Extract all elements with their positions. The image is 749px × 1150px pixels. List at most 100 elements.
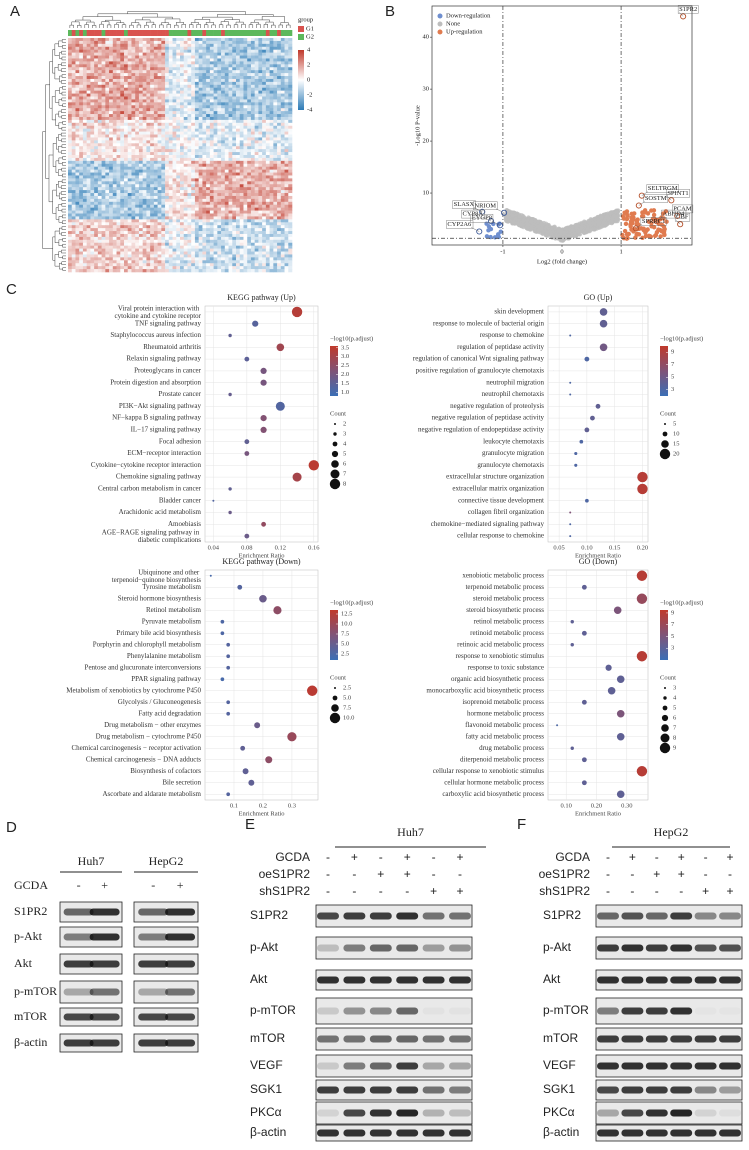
heatmap-cell (86, 58, 91, 62)
heatmap-cell (213, 140, 218, 144)
heatmap-cell (232, 143, 237, 147)
heatmap-cell (217, 122, 222, 127)
heatmap-cell (280, 222, 285, 226)
heatmap-cell (94, 143, 99, 147)
heatmap-cell (243, 84, 248, 89)
heatmap-cell (288, 263, 293, 267)
heatmap-cell (120, 131, 125, 135)
heatmap-cell (243, 64, 248, 68)
heatmap-cell (135, 78, 140, 83)
heatmap-cell (86, 46, 91, 50)
heatmap-cell (277, 116, 282, 121)
heatmap-cell (146, 90, 151, 94)
heatmap-cell (97, 76, 102, 80)
heatmap-cell (236, 198, 241, 203)
heatmap-cell (273, 76, 278, 80)
heatmap-cell (191, 248, 196, 252)
heatmap-cell (161, 163, 166, 167)
heatmap-cell (183, 93, 188, 97)
heatmap-cell (232, 105, 237, 109)
heatmap-cell (157, 134, 162, 138)
heatmap-cell (254, 84, 259, 89)
heatmap-cell (265, 175, 270, 179)
heatmap-cell (224, 207, 229, 211)
heatmap-cell (165, 146, 170, 150)
heatmap-cell (273, 99, 278, 103)
heatmap-cell (97, 43, 102, 48)
heatmap-cell (138, 122, 143, 127)
heatmap-cell (224, 198, 229, 203)
heatmap-cell (157, 172, 162, 176)
heatmap-cell (101, 254, 106, 258)
heatmap-cell (213, 219, 218, 223)
heatmap-cell (180, 105, 185, 109)
heatmap-cell (262, 96, 267, 100)
heatmap-cell (224, 38, 229, 42)
heatmap-cell (243, 122, 248, 127)
heatmap-cell (187, 64, 192, 68)
heatmap-cell (150, 87, 155, 91)
dendrogram-link (61, 232, 66, 236)
heatmap-cell (262, 210, 267, 214)
heatmap-cell (187, 87, 192, 91)
heatmap-cell (273, 222, 278, 226)
heatmap-cell (191, 137, 196, 141)
heatmap-cell (82, 55, 87, 59)
heatmap-cell (217, 90, 222, 94)
heatmap-cell (180, 114, 185, 118)
heatmap-cell (194, 67, 199, 71)
heatmap-cell (284, 64, 289, 68)
heatmap-cell (71, 198, 76, 203)
heatmap-cell (273, 166, 278, 170)
heatmap-cell (71, 157, 76, 162)
heatmap-cell (221, 49, 226, 53)
dendrogram-link (190, 22, 199, 25)
heatmap-cell (198, 140, 203, 144)
heatmap-cell (228, 52, 233, 56)
heatmap-cell (150, 125, 155, 129)
heatmap-cell (131, 190, 136, 194)
heatmap-cell (273, 81, 278, 86)
heatmap-cell (183, 122, 188, 127)
heatmap-cell (198, 73, 203, 77)
heatmap-cell (161, 93, 166, 97)
heatmap-cell (191, 84, 196, 89)
heatmap-cell (236, 96, 241, 100)
heatmap-cell (239, 245, 244, 249)
heatmap-cell (202, 198, 207, 203)
heatmap-cell (228, 195, 233, 200)
heatmap-cell (254, 128, 259, 132)
heatmap-cell (71, 137, 76, 141)
heatmap-cell (116, 207, 121, 211)
heatmap-cell (176, 201, 181, 206)
heatmap-cell (135, 119, 140, 124)
heatmap-cell (187, 260, 192, 264)
heatmap-cell (198, 134, 203, 138)
heatmap-cell (161, 239, 166, 244)
heatmap-cell (112, 169, 117, 173)
heatmap-cell (269, 93, 274, 97)
heatmap-cell (250, 105, 255, 109)
group-bar-cell (101, 30, 106, 36)
group-bar-cell (262, 30, 267, 36)
heatmap-cell (206, 213, 211, 217)
heatmap-cell (191, 187, 196, 191)
heatmap-cell (265, 99, 270, 103)
heatmap-cell (71, 160, 76, 165)
heatmap-cell (94, 190, 99, 194)
heatmap-cell (183, 73, 188, 77)
heatmap-cell (120, 96, 125, 100)
heatmap-cell (94, 76, 99, 80)
heatmap-cell (209, 84, 214, 89)
heatmap-cell (138, 245, 143, 249)
heatmap-cell (109, 269, 114, 273)
heatmap-cell (75, 102, 80, 106)
heatmap-cell (124, 169, 129, 173)
heatmap-cell (94, 266, 99, 270)
heatmap-cell (131, 43, 136, 48)
heatmap-cell (116, 58, 121, 62)
heatmap-cell (116, 166, 121, 170)
heatmap-cell (202, 61, 207, 65)
heatmap-cell (277, 108, 282, 112)
heatmap-cell (221, 99, 226, 103)
